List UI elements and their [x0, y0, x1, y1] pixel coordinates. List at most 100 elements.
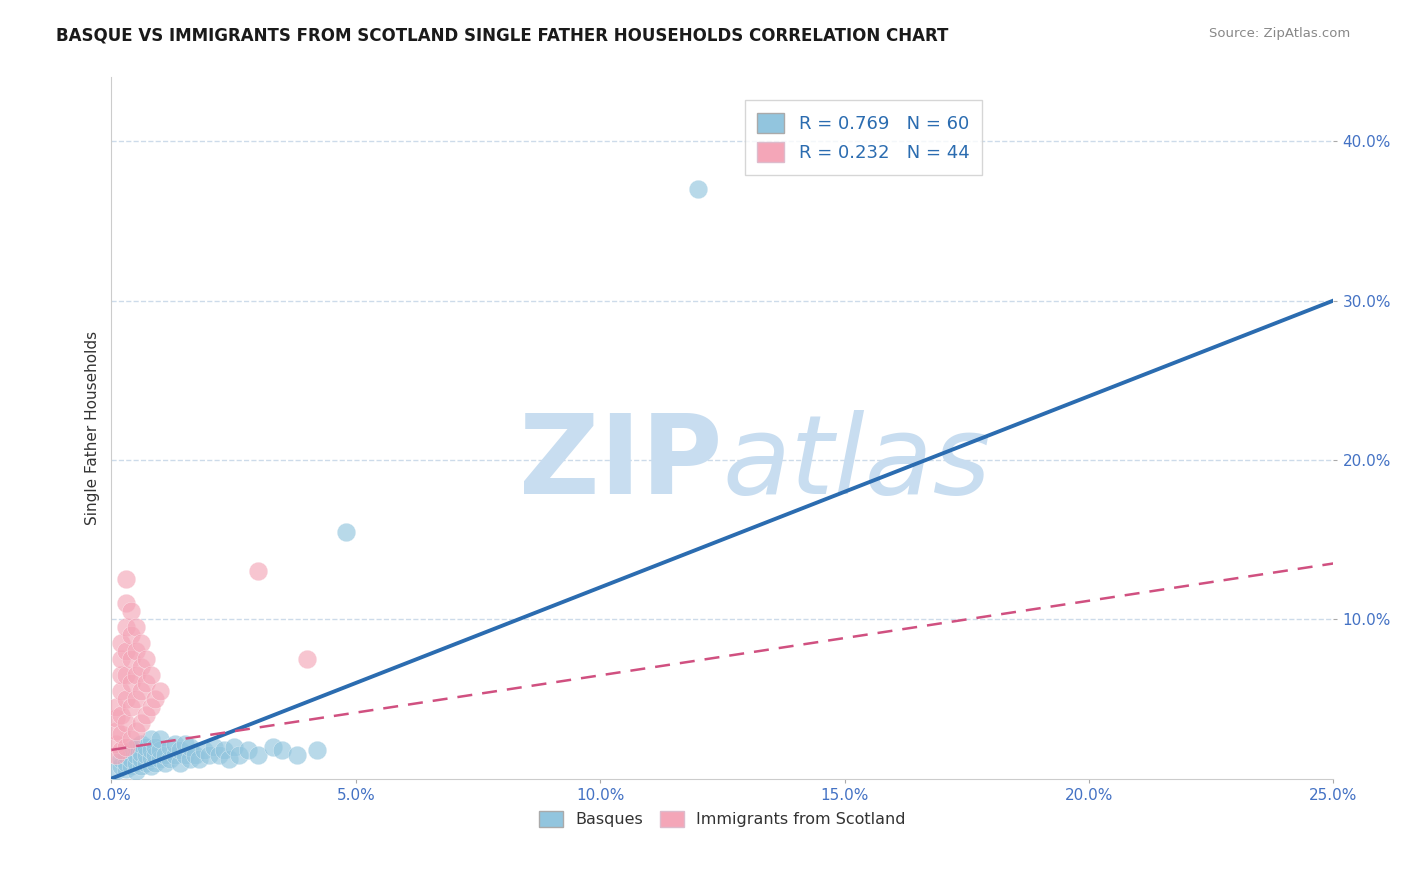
Point — [129, 737, 152, 751]
Point — [145, 756, 167, 770]
Point — [212, 743, 235, 757]
Point — [218, 752, 240, 766]
Point — [129, 684, 152, 698]
Point — [115, 644, 138, 658]
Point — [105, 699, 128, 714]
Point — [153, 756, 176, 770]
Point — [135, 707, 157, 722]
Point — [125, 764, 148, 778]
Point — [305, 743, 328, 757]
Point — [129, 636, 152, 650]
Point — [153, 747, 176, 762]
Point — [159, 752, 181, 766]
Point — [120, 731, 142, 746]
Point — [135, 739, 157, 754]
Point — [202, 739, 225, 754]
Point — [105, 711, 128, 725]
Point — [115, 573, 138, 587]
Point — [686, 182, 709, 196]
Point — [159, 739, 181, 754]
Point — [183, 747, 205, 762]
Point — [115, 739, 138, 754]
Point — [173, 747, 195, 762]
Point — [139, 759, 162, 773]
Point — [149, 684, 172, 698]
Point — [115, 620, 138, 634]
Point — [228, 747, 250, 762]
Point — [120, 752, 142, 766]
Point — [222, 739, 245, 754]
Point — [110, 684, 132, 698]
Point — [115, 747, 138, 762]
Point — [120, 759, 142, 773]
Point — [262, 739, 284, 754]
Point — [115, 756, 138, 770]
Point — [105, 737, 128, 751]
Point — [115, 596, 138, 610]
Point — [145, 739, 167, 754]
Point — [139, 751, 162, 765]
Point — [145, 747, 167, 762]
Point — [129, 660, 152, 674]
Point — [188, 752, 211, 766]
Point — [135, 747, 157, 762]
Point — [179, 752, 201, 766]
Point — [120, 652, 142, 666]
Point — [110, 759, 132, 773]
Point — [115, 762, 138, 776]
Text: ZIP: ZIP — [519, 409, 723, 516]
Point — [110, 668, 132, 682]
Point — [120, 676, 142, 690]
Point — [110, 743, 132, 757]
Point — [135, 652, 157, 666]
Text: atlas: atlas — [723, 409, 991, 516]
Point — [247, 747, 270, 762]
Point — [120, 604, 142, 618]
Point — [193, 743, 215, 757]
Point — [335, 524, 357, 539]
Point — [129, 759, 152, 773]
Legend: Basques, Immigrants from Scotland: Basques, Immigrants from Scotland — [533, 805, 912, 834]
Point — [163, 737, 186, 751]
Point — [105, 764, 128, 778]
Point — [120, 743, 142, 757]
Point — [149, 731, 172, 746]
Point — [125, 644, 148, 658]
Point — [139, 668, 162, 682]
Point — [149, 743, 172, 757]
Point — [125, 756, 148, 770]
Text: Source: ZipAtlas.com: Source: ZipAtlas.com — [1209, 27, 1350, 40]
Point — [125, 620, 148, 634]
Point — [110, 636, 132, 650]
Point — [139, 743, 162, 757]
Point — [129, 752, 152, 766]
Point — [173, 737, 195, 751]
Point — [198, 747, 221, 762]
Point — [105, 723, 128, 738]
Point — [115, 715, 138, 730]
Point — [110, 652, 132, 666]
Point — [105, 747, 128, 762]
Point — [125, 668, 148, 682]
Point — [110, 707, 132, 722]
Point — [295, 652, 318, 666]
Point — [110, 727, 132, 741]
Point — [145, 692, 167, 706]
Y-axis label: Single Father Households: Single Father Households — [86, 331, 100, 525]
Point — [125, 723, 148, 738]
Point — [285, 747, 308, 762]
Point — [129, 715, 152, 730]
Point — [120, 628, 142, 642]
Point — [208, 747, 231, 762]
Point — [115, 668, 138, 682]
Point — [271, 743, 294, 757]
Point — [135, 756, 157, 770]
Point — [120, 699, 142, 714]
Point — [125, 739, 148, 754]
Point — [169, 756, 191, 770]
Text: BASQUE VS IMMIGRANTS FROM SCOTLAND SINGLE FATHER HOUSEHOLDS CORRELATION CHART: BASQUE VS IMMIGRANTS FROM SCOTLAND SINGL… — [56, 27, 949, 45]
Point — [139, 731, 162, 746]
Point — [125, 747, 148, 762]
Point — [135, 676, 157, 690]
Point — [247, 565, 270, 579]
